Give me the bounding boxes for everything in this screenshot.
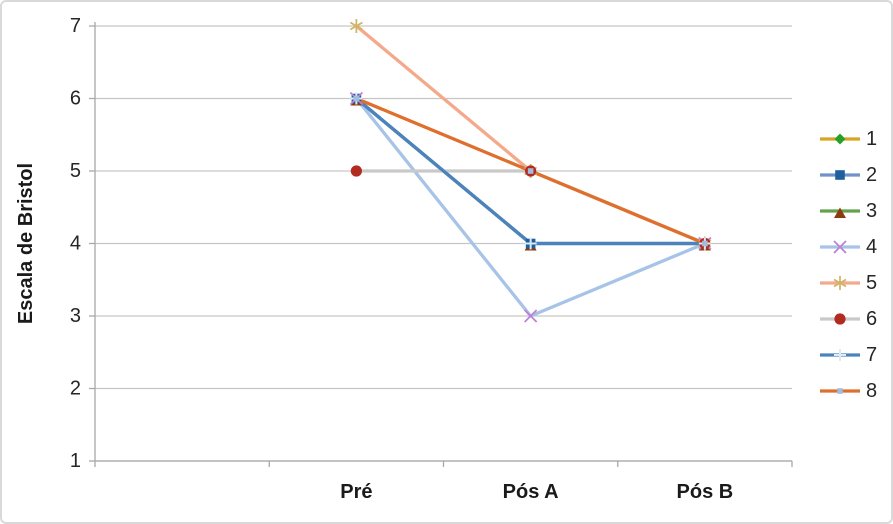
- series-8-marker: [527, 168, 534, 174]
- legend-marker-plus: [834, 349, 846, 361]
- legend-item-3[interactable]: 3: [820, 200, 877, 222]
- legend-marker-circle: [834, 313, 846, 325]
- x-category-label: Pré: [340, 481, 372, 503]
- series-4-line: [354, 96, 707, 318]
- legend-label: 3: [866, 200, 877, 222]
- series-7-marker: [524, 237, 537, 250]
- y-tick-label: 5: [70, 160, 81, 182]
- legend-label: 1: [866, 128, 877, 150]
- x-category-label: Pós B: [677, 481, 734, 503]
- series-6-line: [354, 169, 707, 246]
- legend-marker-x: [833, 240, 847, 254]
- legend-item-1[interactable]: 1: [820, 128, 877, 150]
- legend-label: 6: [866, 308, 877, 330]
- y-tick-label: 2: [70, 378, 81, 400]
- y-tick-label: 3: [70, 305, 81, 327]
- legend-marker-diamond: [834, 133, 846, 145]
- legend-item-8[interactable]: 8: [820, 380, 877, 402]
- legend-label: 2: [866, 164, 877, 186]
- series-5-line: [354, 24, 707, 246]
- y-tick-label: 1: [70, 450, 81, 472]
- legend-label: 7: [866, 344, 877, 366]
- y-tick-label: 7: [70, 15, 81, 37]
- series-6-marker: [350, 165, 362, 177]
- legend-marker-square-small: [837, 388, 843, 394]
- legend-label: 4: [866, 236, 877, 258]
- series-8-marker: [353, 95, 360, 102]
- legend-item-4[interactable]: 4: [820, 236, 877, 258]
- legend-label: 5: [866, 272, 877, 294]
- legend-marker-asterisk: [833, 276, 847, 290]
- series-4-marker: [524, 309, 538, 323]
- legend-item-7[interactable]: 7: [820, 344, 877, 366]
- series-5-marker: [349, 19, 363, 33]
- legend-item-6[interactable]: 6: [820, 308, 877, 330]
- legend-label: 8: [866, 380, 877, 402]
- legend-item-2[interactable]: 2: [820, 164, 877, 186]
- y-tick-label: 6: [70, 88, 81, 110]
- x-category-label: Pós A: [503, 481, 559, 503]
- legend-item-5[interactable]: 5: [820, 272, 877, 294]
- legend-marker-triangle: [834, 207, 846, 218]
- y-tick-label: 4: [70, 233, 81, 255]
- series-8-marker: [702, 240, 708, 247]
- legend-marker-square: [835, 170, 845, 180]
- y-axis-title: Escala de Bristol: [15, 163, 37, 324]
